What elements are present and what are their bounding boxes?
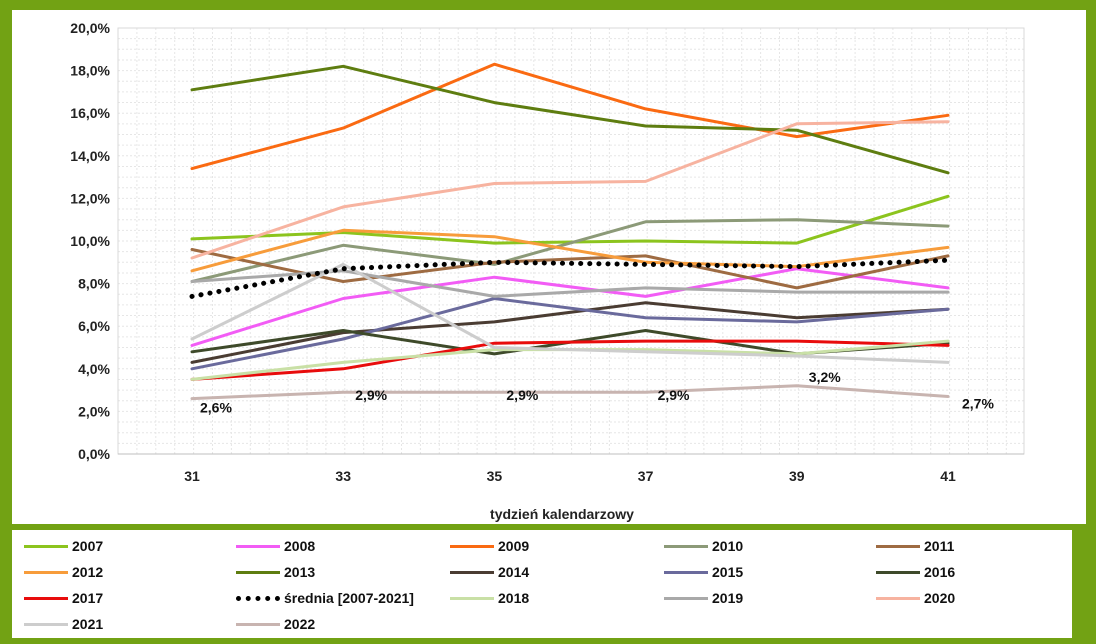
legend-label: 2019 — [712, 590, 744, 606]
y-tick-label: 8,0% — [78, 276, 110, 292]
legend-swatch — [236, 570, 280, 574]
series-line-2017 — [190, 339, 950, 381]
legend-label: 2009 — [498, 538, 530, 554]
x-tick-label: 33 — [335, 468, 351, 484]
y-tick-label: 12,0% — [70, 190, 110, 206]
legend-item: 2011 — [876, 536, 954, 556]
legend-label: 2013 — [284, 564, 316, 580]
legend-label: 2012 — [72, 564, 104, 580]
legend-swatch — [236, 595, 280, 601]
plot-panel: 0,0% 2,0% 4,0% 6,0% 8,0% 10,0% 12,0% 14,0% 16,0%… — [12, 10, 1086, 524]
data-label: 2,9% — [658, 387, 690, 403]
legend-item: 2015 — [664, 562, 743, 582]
data-label: 2,7% — [962, 395, 994, 411]
y-tick-label: 0,0% — [78, 446, 110, 462]
legend-item: średnia [2007-2021] — [236, 588, 414, 608]
legend-label: 2007 — [72, 538, 104, 554]
y-tick-label: 16,0% — [70, 105, 110, 121]
line-chart: 0,0% 2,0% 4,0% 6,0% 8,0% 10,0% 12,0% 14,0% 16,0%… — [70, 20, 1025, 484]
legend-swatch — [664, 570, 708, 574]
y-tick-label: 6,0% — [78, 318, 110, 334]
legend-item: 2009 — [450, 536, 529, 556]
legend-label: średnia [2007-2021] — [284, 590, 414, 606]
legend-swatch — [24, 570, 68, 574]
legend-swatch — [450, 570, 494, 574]
legend-item: 2018 — [450, 588, 529, 608]
legend-swatch — [236, 622, 280, 626]
x-tick-label: 41 — [940, 468, 956, 484]
legend-label: 2018 — [498, 590, 530, 606]
legend-item: 2007 — [24, 536, 103, 556]
legend-item: 2012 — [24, 562, 103, 582]
legend-swatch — [876, 570, 920, 574]
legend-label: 2014 — [498, 564, 530, 580]
legend-swatch — [664, 544, 708, 548]
legend-item: 2008 — [236, 536, 315, 556]
legend-swatch — [236, 544, 280, 548]
y-tick-label: 4,0% — [78, 361, 110, 377]
y-tick-label: 18,0% — [70, 63, 110, 79]
x-tick-label: 37 — [638, 468, 654, 484]
x-tick-label: 35 — [487, 468, 503, 484]
x-tick-label: 39 — [789, 468, 805, 484]
x-axis-title: tydzień kalendarzowy — [490, 506, 634, 522]
legend-item: 2013 — [236, 562, 315, 582]
legend-label: 2011 — [924, 538, 955, 554]
legend-label: 2022 — [284, 616, 316, 632]
legend: 2007 2008 2009 2010 2011 2012 2013 2014 2015 2016… — [12, 530, 1072, 638]
series-line-2009 — [190, 62, 950, 171]
legend-swatch — [24, 544, 68, 548]
legend-item: 2020 — [876, 588, 955, 608]
legend-label: 2010 — [712, 538, 744, 554]
legend-label: 2017 — [72, 590, 104, 606]
series-line-2008 — [190, 267, 950, 347]
legend-swatch — [876, 544, 920, 548]
legend-swatch — [876, 596, 920, 600]
legend-swatch — [664, 596, 708, 600]
x-tick-label: 31 — [184, 468, 200, 484]
legend-swatch — [450, 596, 494, 600]
legend-item: 2010 — [664, 536, 743, 556]
legend-swatch — [450, 544, 494, 548]
legend-label: 2015 — [712, 564, 744, 580]
series-line-2021 — [190, 262, 950, 364]
series-line-2013 — [190, 64, 950, 175]
data-label: 2,9% — [506, 387, 538, 403]
legend-item: 2019 — [664, 588, 743, 608]
legend-item: 2017 — [24, 588, 103, 608]
legend-item: 2016 — [876, 562, 955, 582]
legend-swatch — [24, 622, 68, 626]
legend-label: 2008 — [284, 538, 316, 554]
y-tick-label: 2,0% — [78, 403, 110, 419]
series-line-2012 — [190, 228, 950, 273]
series-line-2022 — [190, 384, 950, 401]
legend-label: 2020 — [924, 590, 956, 606]
y-tick-label: 10,0% — [70, 233, 110, 249]
series-line-2015 — [190, 297, 950, 371]
series-line-2010 — [190, 218, 950, 283]
data-label: 2,6% — [200, 400, 232, 416]
series-line-rednia-2007-2021 — [189, 257, 951, 299]
legend-label: 2021 — [72, 616, 104, 632]
legend-item: 2014 — [450, 562, 529, 582]
legend-swatch — [24, 596, 68, 600]
data-label: 2,9% — [355, 387, 387, 403]
legend-item: 2021 — [24, 614, 103, 634]
legend-label: 2016 — [924, 564, 956, 580]
data-label: 3,2% — [809, 369, 841, 385]
y-tick-label: 14,0% — [70, 148, 110, 164]
series-line-2014 — [190, 301, 950, 364]
legend-item: 2022 — [236, 614, 315, 634]
series-line-2020 — [190, 120, 950, 260]
y-tick-label: 20,0% — [70, 20, 110, 36]
